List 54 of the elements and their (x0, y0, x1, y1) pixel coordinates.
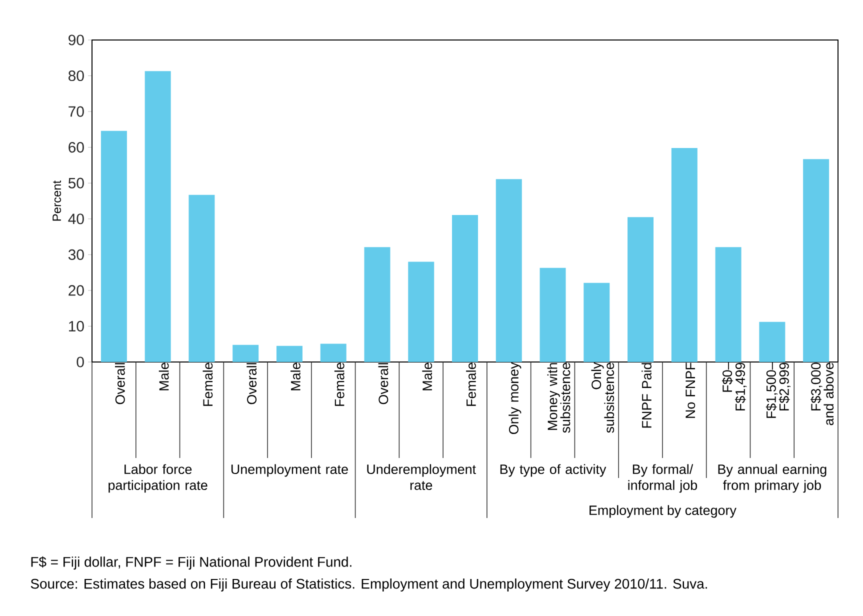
x-tick-label: Male (290, 362, 300, 390)
bar (364, 247, 390, 362)
x-tick-label: Female (202, 362, 213, 406)
bar (584, 282, 610, 362)
text: Labor force participation rate (108, 464, 208, 493)
y-axis-title: Percent (52, 180, 62, 221)
bar (144, 71, 171, 362)
x-tick-label: F$1,500– F$2,999 (766, 362, 790, 418)
bar (671, 148, 698, 362)
x-tick-label: F$0– F$1,499 (722, 362, 747, 410)
x-tick-label: Overall (115, 363, 125, 404)
y-tick-label: 90 (68, 34, 84, 46)
y-tick-label: 0 (76, 356, 84, 368)
bar (188, 194, 215, 362)
x-tick-label: Only subsistence (591, 362, 614, 433)
text: Underemployment rate (367, 464, 476, 490)
x-tick-label: Female (334, 362, 344, 406)
bar (452, 214, 478, 362)
x-tick-label: Only money (508, 362, 522, 434)
text: Employment by category (590, 505, 736, 518)
x-tick-label: Overall (378, 363, 388, 404)
bar (496, 179, 522, 362)
bar (715, 247, 742, 362)
text: By type of activity (500, 464, 606, 477)
y-tick-label: 60 (68, 142, 84, 153)
text: F$ = Fiji dollar, FNPF = Fiji National Provident Fund. (31, 556, 352, 570)
text: By formal/ informal job (628, 464, 698, 493)
text: By annual earning from primary job (718, 464, 826, 493)
bar (100, 130, 127, 362)
y-tick-label: 40 (68, 214, 84, 224)
x-tick-label: F$3,000 and above (810, 362, 834, 426)
x-tick-label: No FNPF (686, 362, 696, 418)
bar (320, 344, 346, 362)
y-tick-label: 30 (68, 249, 84, 260)
y-tick-label: 20 (68, 285, 84, 296)
y-tick-label: 80 (68, 70, 84, 82)
x-tick-label: FNPF Paid (642, 363, 652, 428)
x-tick-label: Male (158, 362, 169, 390)
text: Unemployment rate (231, 464, 348, 477)
x-tick-label: Female (466, 362, 476, 406)
bar (408, 262, 434, 362)
bar (276, 346, 302, 362)
x-tick-label: Overall (246, 363, 257, 404)
bar (232, 344, 259, 362)
x-tick-label: Male (422, 362, 432, 390)
y-tick-label: 50 (68, 178, 84, 188)
bar (759, 322, 786, 362)
y-tick-label: 10 (69, 320, 84, 332)
source-note: Source: Estimates based on Fiji Bureau of Statistics. Employment and Unemployment Survey 2010/11. Suva. (30, 578, 707, 592)
bar (540, 268, 566, 362)
x-tick-label: Money with subsistence (547, 362, 570, 433)
bar (628, 217, 654, 362)
y-tick-label: 70 (68, 106, 84, 117)
bar (803, 159, 830, 362)
